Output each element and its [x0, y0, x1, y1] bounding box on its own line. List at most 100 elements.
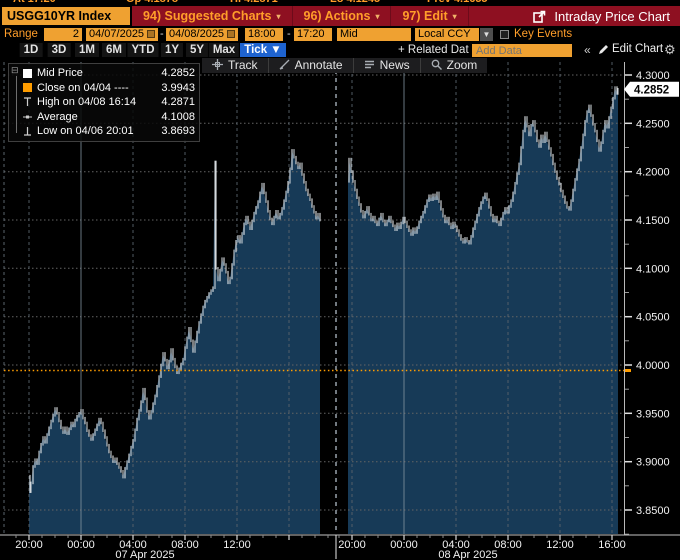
annotate-pencil-icon: [279, 59, 290, 70]
add-data-input[interactable]: [472, 44, 572, 57]
legend-label: Low on 04/06 20:01: [37, 125, 134, 138]
svg-text:20:00: 20:00: [15, 539, 43, 551]
annotate-button[interactable]: Annotate: [268, 56, 354, 73]
ticker-low: Lo 4.1245: [330, 0, 380, 5]
low-marker-icon: [24, 127, 31, 136]
edit-chart-button[interactable]: Edit Chart: [598, 43, 663, 55]
svg-text:08:00: 08:00: [171, 539, 199, 551]
collapse-button[interactable]: «: [584, 43, 591, 57]
title-bar: USGG10YR Index 94) Suggested Charts ▾ 96…: [0, 6, 680, 26]
period-6m[interactable]: 6M: [102, 43, 126, 57]
legend-value: 3.8693: [161, 125, 195, 138]
range-label: Range: [4, 28, 38, 40]
svg-text:4.2000: 4.2000: [636, 167, 670, 179]
currency-field[interactable]: Local CCY: [415, 28, 479, 41]
ticker-high: Hi 4.2871: [230, 0, 278, 5]
pencil-icon: [599, 44, 608, 54]
close-swatch-icon: [23, 83, 32, 93]
svg-text:04:00: 04:00: [442, 539, 470, 551]
date-to-value: 04/08/2025: [169, 28, 225, 40]
svg-text:3.9500: 3.9500: [636, 408, 670, 420]
svg-text:3.9000: 3.9000: [636, 457, 670, 469]
svg-text:12:00: 12:00: [546, 539, 574, 551]
period-max[interactable]: Max: [208, 43, 240, 57]
menu-actions[interactable]: 96) Actions ▾: [293, 6, 392, 26]
page-title: Intraday Price Chart: [554, 8, 670, 24]
svg-text:12:00: 12:00: [223, 539, 251, 551]
tick-mode-dropdown[interactable]: Tick ▼: [240, 43, 286, 57]
legend-value: 4.2852: [161, 67, 195, 80]
track-button[interactable]: Track: [202, 56, 269, 73]
chart-legend: ⊟ Mid Price 4.2852 Close on 04/04 ---- 3…: [8, 63, 200, 142]
period-1m[interactable]: 1M: [75, 43, 99, 57]
news-button[interactable]: News: [353, 56, 421, 73]
magnifier-icon: [431, 59, 442, 70]
svg-text:08 Apr 2025: 08 Apr 2025: [438, 549, 497, 560]
time-to-field[interactable]: 17:20: [294, 28, 332, 41]
range-dash: -: [287, 28, 291, 40]
period-1y[interactable]: 1Y: [160, 43, 184, 57]
date-from-value: 04/07/2025: [89, 28, 145, 40]
period-1d[interactable]: 1D: [19, 43, 43, 57]
period-ytd[interactable]: YTD: [127, 43, 159, 57]
legend-value: 4.2871: [161, 96, 195, 109]
legend-value: 3.9943: [161, 81, 195, 94]
date-from-field[interactable]: 04/07/2025: [86, 28, 158, 41]
chevron-down-icon: ▾: [375, 11, 380, 21]
legend-row-close[interactable]: Close on 04/04 ---- 3.9943: [9, 81, 195, 96]
svg-text:4.0500: 4.0500: [636, 312, 670, 324]
mid-price-swatch-icon: [23, 68, 32, 78]
chart-toolbar: Track Annotate News Zoom: [202, 56, 488, 73]
svg-text:4.3000: 4.3000: [636, 70, 670, 82]
legend-row-low[interactable]: Low on 04/06 20:01 3.8693: [9, 124, 195, 139]
range-bar: Range 2 04/07/2025 - 04/08/2025 18:00 - …: [0, 27, 680, 42]
svg-text:07 Apr 2025: 07 Apr 2025: [115, 549, 174, 560]
menu-label: 94) Suggested Charts: [143, 9, 272, 23]
calendar-icon[interactable]: [147, 30, 156, 38]
related-data-button[interactable]: + Related Dat: [398, 44, 469, 56]
legend-label: High on 04/08 16:14: [37, 96, 137, 109]
menu-suggested-charts[interactable]: 94) Suggested Charts ▾: [132, 6, 293, 26]
svg-text:4.1500: 4.1500: [636, 215, 670, 227]
legend-collapse-icon[interactable]: ⊟: [11, 65, 19, 75]
legend-row-high[interactable]: High on 04/08 16:14 4.2871: [9, 95, 195, 110]
svg-text:00:00: 00:00: [67, 539, 95, 551]
price-type-field[interactable]: Mid: [337, 28, 411, 41]
legend-label: Close on 04/04 ----: [37, 81, 129, 94]
svg-text:4.2852: 4.2852: [634, 84, 669, 96]
legend-label: Mid Price: [37, 67, 83, 80]
zoom-button[interactable]: Zoom: [420, 56, 488, 73]
period-5y[interactable]: 5Y: [185, 43, 209, 57]
period-3d[interactable]: 3D: [47, 43, 71, 57]
key-events-checkbox[interactable]: [500, 30, 509, 39]
track-label: Track: [228, 57, 258, 72]
high-marker-icon: [24, 97, 31, 107]
svg-text:00:00: 00:00: [390, 539, 418, 551]
range-count-field[interactable]: 2: [44, 28, 82, 41]
legend-row-average[interactable]: Average 4.1008: [9, 110, 195, 125]
calendar-icon[interactable]: [227, 30, 236, 38]
security-field[interactable]: USGG10YR Index: [2, 7, 130, 25]
svg-text:20:00: 20:00: [338, 539, 366, 551]
range-dash: -: [160, 28, 164, 40]
edit-chart-label: Edit Chart: [612, 43, 664, 55]
legend-value: 4.1008: [161, 110, 195, 123]
ticker-open: Op 4.1878: [126, 0, 178, 5]
date-to-field[interactable]: 04/08/2025: [166, 28, 238, 41]
currency-dropdown-button[interactable]: ▼: [480, 28, 493, 41]
gear-icon[interactable]: ⚙: [664, 42, 676, 57]
menu-edit[interactable]: 97) Edit ▾: [391, 6, 469, 26]
annotate-label: Annotate: [294, 57, 343, 72]
legend-label: Average: [37, 110, 78, 123]
svg-text:3.8500: 3.8500: [636, 505, 670, 517]
chevron-down-icon: ▾: [276, 11, 281, 21]
legend-row-mid-price[interactable]: Mid Price 4.2852: [9, 66, 195, 81]
svg-text:16:00: 16:00: [598, 539, 626, 551]
svg-text:4.0000: 4.0000: [636, 360, 670, 372]
zoom-label: Zoom: [446, 57, 478, 72]
time-from-field[interactable]: 18:00: [245, 28, 283, 41]
average-marker-icon: [23, 115, 32, 119]
popout-icon: [533, 10, 546, 23]
key-events-label: Key Events: [514, 28, 573, 40]
